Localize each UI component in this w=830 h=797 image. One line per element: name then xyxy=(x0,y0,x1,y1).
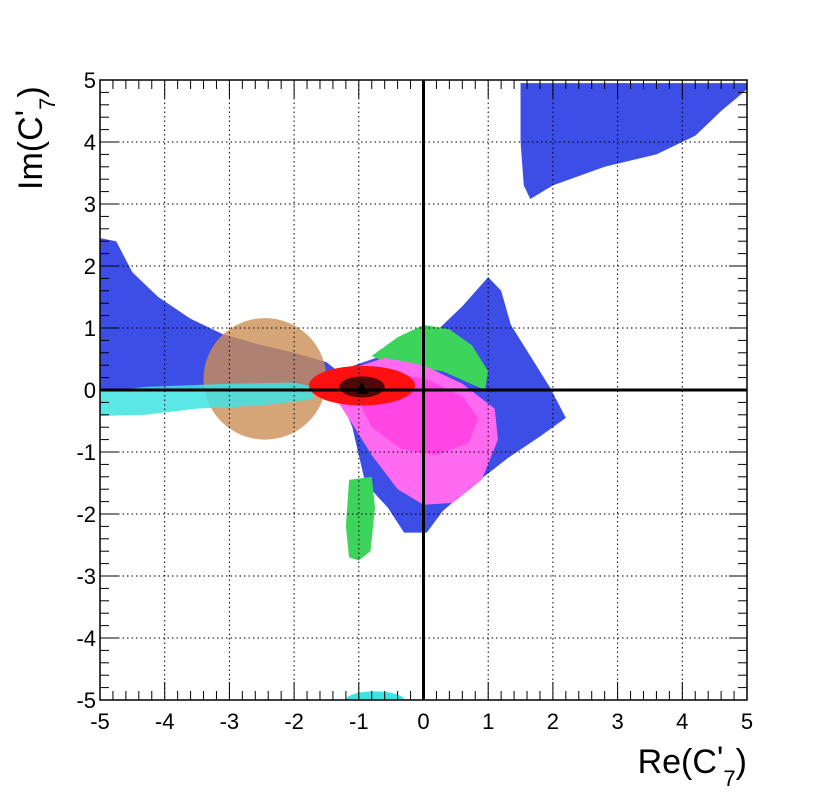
region-green-upper xyxy=(371,324,489,390)
y-tick-label: 5 xyxy=(84,68,96,93)
x-tick-label: -2 xyxy=(284,709,304,734)
x-tick-label: -4 xyxy=(155,709,175,734)
region-green-lower-strip xyxy=(345,476,375,561)
confidence-regions xyxy=(100,83,747,700)
y-tick-label: -5 xyxy=(76,688,96,713)
plot-frame xyxy=(99,79,748,701)
x-tick-label: 5 xyxy=(741,709,753,734)
y-tick-label: -3 xyxy=(76,564,96,589)
y-tick-label: 4 xyxy=(84,130,96,155)
y-tick-label: -1 xyxy=(76,440,96,465)
region-blue-top-right xyxy=(520,83,747,200)
x-tick-labels: -5 -4 -3 -2 -1 0 1 2 3 4 5 xyxy=(90,709,753,734)
x-tick-label: -5 xyxy=(90,709,110,734)
y-tick-label: 0 xyxy=(84,378,96,403)
x-tick-label: 1 xyxy=(482,709,494,734)
x-tick-label: 2 xyxy=(547,709,559,734)
x-tick-label: 0 xyxy=(417,709,429,734)
x-tick-label: -3 xyxy=(220,709,240,734)
x-tick-label: 3 xyxy=(611,709,623,734)
y-tick-label: 3 xyxy=(84,192,96,217)
y-tick-label: -2 xyxy=(76,502,96,527)
zero-axis-lines xyxy=(100,80,747,700)
region-cyan-bottom-blob xyxy=(345,691,405,700)
best-fit-point xyxy=(356,381,369,394)
x-axis-title: Re(C'7) xyxy=(638,740,747,791)
y-tick-label: 2 xyxy=(84,254,96,279)
best-fit-marker xyxy=(356,381,369,394)
y-tick-label: -4 xyxy=(76,626,96,651)
x-tick-label: -1 xyxy=(349,709,369,734)
region-tan-ellipse xyxy=(203,318,327,440)
y-axis-title: Im(C'7) xyxy=(9,86,60,190)
y-tick-labels: -5 -4 -3 -2 -1 0 1 2 3 4 5 xyxy=(76,68,96,713)
y-tick-label: 1 xyxy=(84,316,96,341)
x-tick-label: 4 xyxy=(676,709,688,734)
